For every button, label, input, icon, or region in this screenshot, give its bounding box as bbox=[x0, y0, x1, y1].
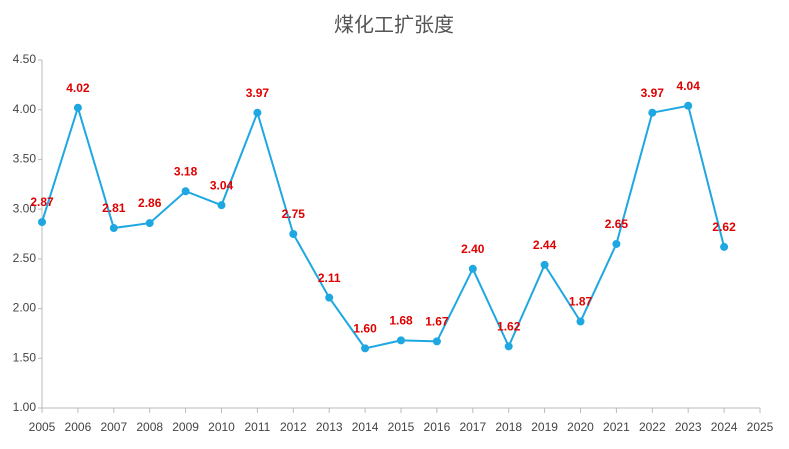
series-line bbox=[41, 104, 726, 350]
data-point bbox=[397, 336, 405, 345]
data-point bbox=[253, 108, 262, 117]
data-label: 3.18 bbox=[174, 164, 198, 178]
data-point bbox=[504, 342, 513, 351]
data-point bbox=[361, 344, 370, 353]
data-label: 1.67 bbox=[425, 315, 449, 329]
data-point bbox=[73, 103, 82, 112]
data-point bbox=[540, 260, 549, 269]
data-point bbox=[38, 218, 46, 227]
data-label: 3.04 bbox=[210, 178, 234, 192]
x-tick-label: 2025 bbox=[747, 420, 774, 434]
data-point bbox=[109, 224, 118, 233]
data-label: 2.87 bbox=[30, 195, 54, 209]
data-point bbox=[145, 219, 154, 228]
x-tick-label: 2010 bbox=[208, 420, 235, 434]
x-tick-label: 2019 bbox=[531, 420, 558, 434]
data-label: 1.62 bbox=[497, 320, 521, 334]
data-point bbox=[289, 230, 298, 238]
data-point bbox=[684, 101, 693, 110]
data-label: 3.97 bbox=[641, 86, 665, 100]
data-point bbox=[720, 242, 729, 251]
data-point bbox=[217, 201, 226, 210]
y-tick-label: 2.00 bbox=[13, 301, 37, 315]
data-label: 4.04 bbox=[677, 79, 701, 93]
data-label: 2.75 bbox=[282, 207, 306, 221]
y-tick-label: 4.50 bbox=[13, 52, 37, 66]
x-tick-label: 2013 bbox=[316, 420, 343, 434]
x-tick-label: 2020 bbox=[567, 420, 594, 434]
x-tick-label: 2023 bbox=[675, 420, 702, 434]
x-tick-label: 2018 bbox=[495, 420, 522, 434]
y-tick-label: 1.00 bbox=[13, 400, 37, 414]
y-tick-label: 3.50 bbox=[13, 152, 37, 166]
x-tick-label: 2017 bbox=[459, 420, 486, 434]
data-point bbox=[325, 293, 334, 302]
x-tick-label: 2021 bbox=[603, 420, 630, 434]
data-label: 2.81 bbox=[102, 201, 126, 215]
x-tick-label: 2005 bbox=[29, 420, 56, 434]
x-tick-label: 2016 bbox=[424, 420, 451, 434]
x-tick-label: 2011 bbox=[244, 420, 270, 434]
x-tick-label: 2015 bbox=[388, 420, 415, 434]
data-point bbox=[468, 264, 477, 273]
data-label: 1.60 bbox=[353, 322, 377, 336]
data-label: 2.44 bbox=[533, 238, 557, 252]
data-label: 2.86 bbox=[138, 196, 162, 210]
y-tick-label: 4.00 bbox=[13, 102, 37, 116]
data-label: 3.97 bbox=[246, 86, 270, 100]
data-label: 2.40 bbox=[461, 242, 485, 256]
x-tick-label: 2012 bbox=[280, 420, 307, 434]
y-tick-label: 3.00 bbox=[13, 201, 37, 215]
data-label: 2.11 bbox=[318, 271, 341, 285]
chart-title: 煤化工扩张度 bbox=[334, 13, 454, 36]
x-tick-label: 2014 bbox=[352, 420, 379, 434]
data-label: 2.62 bbox=[712, 220, 736, 234]
data-label: 1.68 bbox=[389, 314, 413, 328]
x-tick-label: 2007 bbox=[100, 420, 127, 434]
data-point bbox=[432, 337, 441, 346]
data-point bbox=[181, 187, 190, 196]
y-tick-label: 1.50 bbox=[13, 350, 37, 364]
data-label: 2.65 bbox=[605, 217, 629, 231]
x-tick-label: 2022 bbox=[639, 420, 666, 434]
data-point bbox=[576, 317, 585, 326]
y-tick-label: 2.50 bbox=[13, 251, 37, 265]
data-label: 1.87 bbox=[569, 295, 593, 309]
x-tick-label: 2006 bbox=[65, 420, 92, 434]
data-label: 4.02 bbox=[66, 81, 90, 95]
x-tick-label: 2009 bbox=[172, 420, 199, 434]
data-point bbox=[612, 239, 621, 248]
x-tick-label: 2024 bbox=[711, 420, 738, 434]
data-point bbox=[648, 108, 657, 117]
x-tick-label: 2008 bbox=[136, 420, 163, 434]
